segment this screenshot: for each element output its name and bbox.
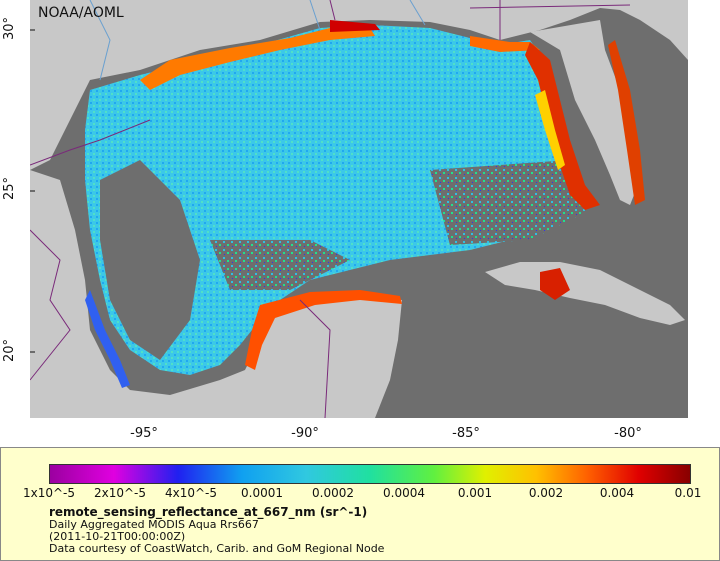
lat-tick-20: 20° <box>2 338 17 362</box>
colorbar-tick: 0.001 <box>457 486 493 500</box>
land-us <box>30 0 688 170</box>
credit-label: NOAA/AOML <box>38 5 124 21</box>
legend-panel: 1x10^-5 2x10^-5 4x10^-5 0.0001 0.0002 0.… <box>0 447 720 561</box>
colorbar-tick: 0.0001 <box>241 486 283 500</box>
colorbar-tick: 1x10^-5 <box>22 486 76 500</box>
colorbar-tick: 0.002 <box>528 486 564 500</box>
legend-variable: remote_sensing_reflectance_at_667_nm (sr… <box>49 505 368 519</box>
land-cuba <box>485 262 685 325</box>
lat-tick-25: 25° <box>2 176 17 200</box>
colorbar <box>49 464 691 484</box>
rivers <box>89 0 111 81</box>
colorbar-tick: 0.0004 <box>383 486 425 500</box>
coastal-band-north <box>140 28 375 90</box>
map-frame[interactable]: NOAA/AOML <box>30 0 688 418</box>
legend-product: Daily Aggregated MODIS Aqua Rrs667 <box>49 518 259 531</box>
lat-tick-30: 30° <box>2 16 17 40</box>
colorbar-tick: 0.01 <box>674 486 702 500</box>
lon-tick-95: -95° <box>130 426 158 441</box>
lon-tick-85: -85° <box>452 426 480 441</box>
gulf-data <box>85 25 580 375</box>
coastal-band-florida <box>525 42 600 210</box>
colorbar-tick: 0.0002 <box>312 486 354 500</box>
lon-tick-90: -90° <box>291 426 319 441</box>
map-image <box>30 0 688 418</box>
legend-courtesy: Data courtesy of CoastWatch, Carib. and … <box>49 542 385 555</box>
colorbar-tick: 4x10^-5 <box>164 486 218 500</box>
lon-tick-80: -80° <box>614 426 642 441</box>
land-yucatan <box>280 296 402 418</box>
legend-time: (2011-10-21T00:00:00Z) <box>49 530 186 543</box>
colorbar-tick: 0.004 <box>599 486 635 500</box>
colorbar-tick: 2x10^-5 <box>93 486 147 500</box>
land-florida <box>530 20 640 205</box>
state-borders <box>30 119 151 166</box>
